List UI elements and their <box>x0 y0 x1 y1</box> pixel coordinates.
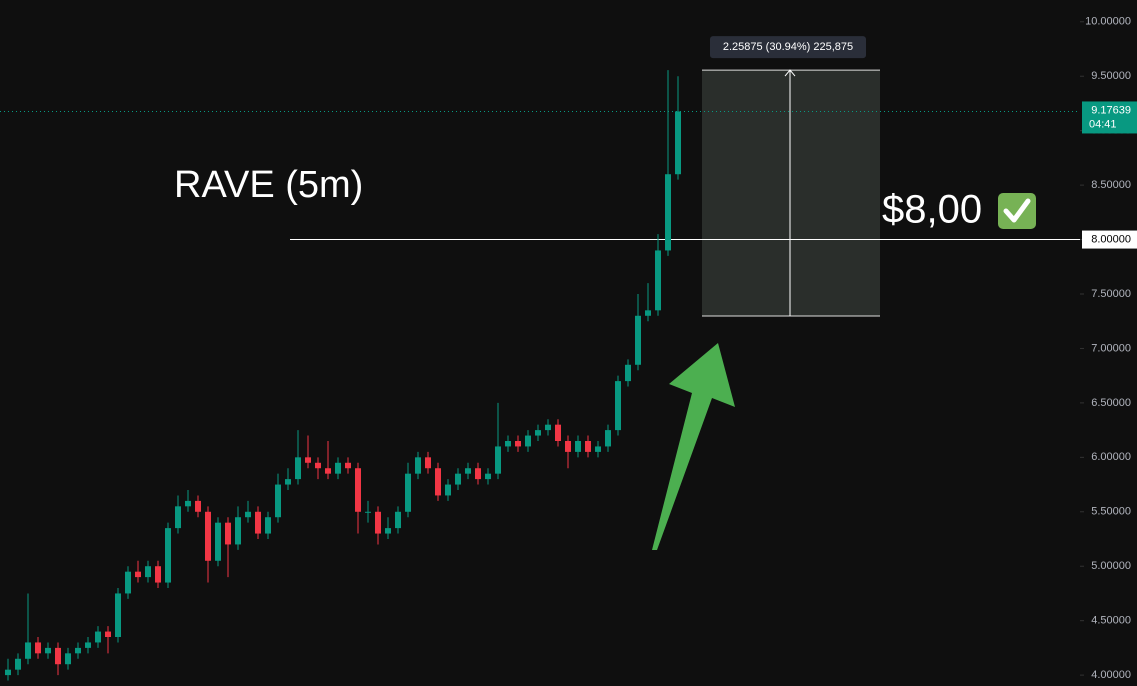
candle-body <box>95 631 101 643</box>
candle-body <box>195 500 201 512</box>
candle-body <box>85 642 91 648</box>
price-tag <box>1082 101 1137 134</box>
y-tick-label: 4.50000 <box>1091 615 1131 627</box>
candle-body <box>315 462 321 469</box>
y-tick-label: 9.50000 <box>1091 70 1131 82</box>
candle-body <box>615 381 621 431</box>
candle-body <box>245 511 251 518</box>
candle-body <box>305 457 311 463</box>
candle-body <box>435 468 441 496</box>
candle-body <box>325 468 331 474</box>
candle-body <box>255 511 261 534</box>
candle-body <box>605 430 611 447</box>
candle-body <box>665 174 671 251</box>
candle-body <box>505 441 511 447</box>
candle-body <box>235 517 241 545</box>
candle-body <box>355 468 361 512</box>
candle-body <box>395 511 401 529</box>
candle-body <box>185 500 191 507</box>
candle-body <box>565 441 571 452</box>
candle-body <box>455 473 461 485</box>
candle-body <box>545 424 551 431</box>
target-label: $8,00 <box>882 188 982 232</box>
candle-body <box>675 111 681 175</box>
candle-body <box>555 424 561 441</box>
candle-body <box>25 642 31 659</box>
measure-label-bg <box>710 36 866 59</box>
candle-body <box>215 522 221 561</box>
candle-body <box>115 593 121 637</box>
candle-body <box>375 511 381 534</box>
candle-body <box>225 522 231 545</box>
candle-body <box>345 462 351 469</box>
candle-body <box>285 479 291 485</box>
candle-body <box>125 571 131 594</box>
candle-body <box>5 669 11 676</box>
y-tick-label: 6.50000 <box>1091 397 1131 409</box>
candle-body <box>535 430 541 436</box>
candle-body <box>495 446 501 474</box>
candle-body <box>425 457 431 469</box>
y-tick-label: 4.00000 <box>1091 669 1131 681</box>
candle-body <box>15 658 21 670</box>
y-tick-label: 7.50000 <box>1091 288 1131 300</box>
candle-body <box>265 517 271 534</box>
candle-body <box>145 566 151 578</box>
candle-body <box>585 441 591 452</box>
candle-body <box>595 446 601 452</box>
y-tick-label: 7.00000 <box>1091 342 1131 354</box>
candle-body <box>575 441 581 452</box>
candle-body <box>655 250 661 311</box>
candle-body <box>75 647 81 654</box>
price-label: 9.17639 <box>1091 104 1131 116</box>
candle-body <box>445 484 451 496</box>
measure-box <box>702 70 880 317</box>
candle-body <box>405 473 411 512</box>
level-label: 8.00000 <box>1091 233 1131 245</box>
y-tick-label: 10.00000 <box>1085 16 1131 28</box>
candle-body <box>55 647 61 665</box>
candle-body <box>635 315 641 365</box>
candle-body <box>625 364 631 382</box>
y-tick-label: 5.00000 <box>1091 560 1131 572</box>
candle-body <box>515 441 521 447</box>
candle-body <box>65 653 71 665</box>
check-icon <box>998 193 1036 229</box>
measure-label: 2.25875 (30.94%) 225,875 <box>723 41 853 53</box>
green-arrow <box>652 343 735 550</box>
candle-body <box>45 647 51 654</box>
countdown-label: 04:41 <box>1089 118 1117 130</box>
candle-body <box>335 462 341 474</box>
y-tick-label: 5.50000 <box>1091 506 1131 518</box>
y-tick-label: 6.00000 <box>1091 451 1131 463</box>
candle-body <box>165 528 171 583</box>
candle-body <box>35 642 41 654</box>
candle-body <box>205 511 211 561</box>
candle-body <box>385 528 391 534</box>
candle-body <box>485 473 491 480</box>
measure-arrowhead <box>784 69 796 77</box>
candle-body <box>525 435 531 447</box>
level-tag <box>1082 230 1137 249</box>
chart-title: RAVE (5m) <box>174 164 363 206</box>
y-tick-label: 8.50000 <box>1091 179 1131 191</box>
candle-body <box>365 511 371 513</box>
candle-body <box>135 571 141 578</box>
candle-body <box>415 457 421 474</box>
candle-body <box>155 566 161 583</box>
candle-body <box>175 506 181 529</box>
candle-body <box>475 468 481 480</box>
candle-body <box>295 457 301 480</box>
candle-body <box>465 468 471 474</box>
plot-area <box>0 21 1084 681</box>
candle-body <box>275 484 281 518</box>
candle-body <box>105 631 111 637</box>
candle-body <box>645 310 651 316</box>
